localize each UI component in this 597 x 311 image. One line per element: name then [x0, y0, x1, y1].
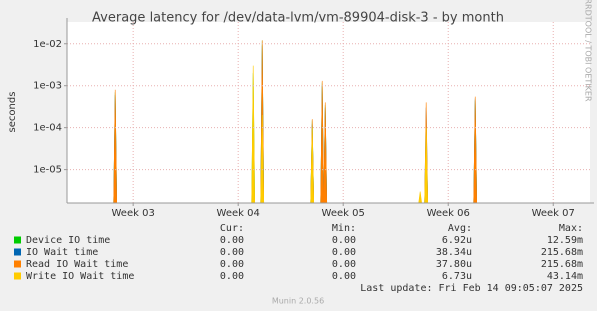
legend-label: Device IO time [26, 235, 110, 246]
spike [310, 127, 315, 203]
spike [418, 191, 422, 203]
legend-swatch [14, 248, 21, 256]
legend-stat: 43.14m [547, 271, 583, 282]
spike [113, 89, 118, 203]
legend-stat: 12.59m [547, 235, 583, 246]
legend-stat: 215.68m [541, 259, 583, 270]
legend-swatch [14, 236, 21, 244]
last-update: Last update: Fri Feb 14 09:05:07 2025 [360, 283, 583, 294]
plot [113, 40, 478, 203]
plot-area [67, 22, 590, 203]
y-tick-label: 1e-03 [33, 81, 62, 92]
legend-label: Write IO Wait time [26, 271, 134, 282]
spike [424, 127, 428, 203]
x-tick-label: Week 03 [112, 208, 155, 219]
column-header: Cur: [220, 223, 244, 234]
column-header: Max: [559, 223, 583, 234]
legend-stat: 0.00 [332, 259, 356, 270]
spike [323, 102, 328, 203]
legend-stat: 0.00 [332, 271, 356, 282]
y-axis-label: seconds [7, 92, 18, 133]
legend-swatch [14, 272, 21, 280]
legend-stat: 0.00 [220, 247, 244, 258]
legend-stat: 215.68m [541, 247, 583, 258]
legend-stat: 6.92u [442, 235, 472, 246]
legend-swatch [14, 260, 21, 268]
spike [251, 65, 256, 203]
legend-stat: 0.00 [332, 247, 356, 258]
legend-stat: 0.00 [220, 235, 244, 246]
column-header: Min: [332, 223, 356, 234]
legend-stat: 0.00 [220, 271, 244, 282]
legend-stat: 0.00 [332, 235, 356, 246]
footer: Munin 2.0.56 [272, 297, 324, 306]
legend-stat: 6.73u [442, 271, 472, 282]
y-tick-label: 1e-04 [33, 123, 62, 134]
x-tick-label: Week 04 [217, 208, 260, 219]
spike [320, 80, 324, 203]
legend-stat: 38.34u [436, 247, 472, 258]
spike [260, 115, 265, 203]
chart-title: Average latency for /dev/data-lvm/vm-899… [92, 11, 504, 26]
column-header: Avg: [448, 223, 472, 234]
y-tick-label: 1e-05 [33, 165, 62, 176]
side-label: RRDTOOL / TOBI OETIKER [584, 0, 593, 102]
legend-stat: 37.80u [436, 259, 472, 270]
legend-label: IO Wait time [26, 247, 98, 258]
x-tick-label: Week 06 [427, 208, 470, 219]
spike [473, 96, 478, 203]
x-tick-label: Week 07 [532, 208, 575, 219]
x-tick-label: Week 05 [322, 208, 365, 219]
y-tick-label: 1e-02 [33, 39, 62, 50]
legend-label: Read IO Wait time [26, 259, 128, 270]
legend-stat: 0.00 [220, 259, 244, 270]
